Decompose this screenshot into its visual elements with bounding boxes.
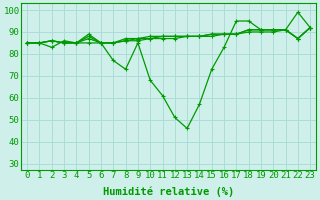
X-axis label: Humidité relative (%): Humidité relative (%) [103, 186, 234, 197]
